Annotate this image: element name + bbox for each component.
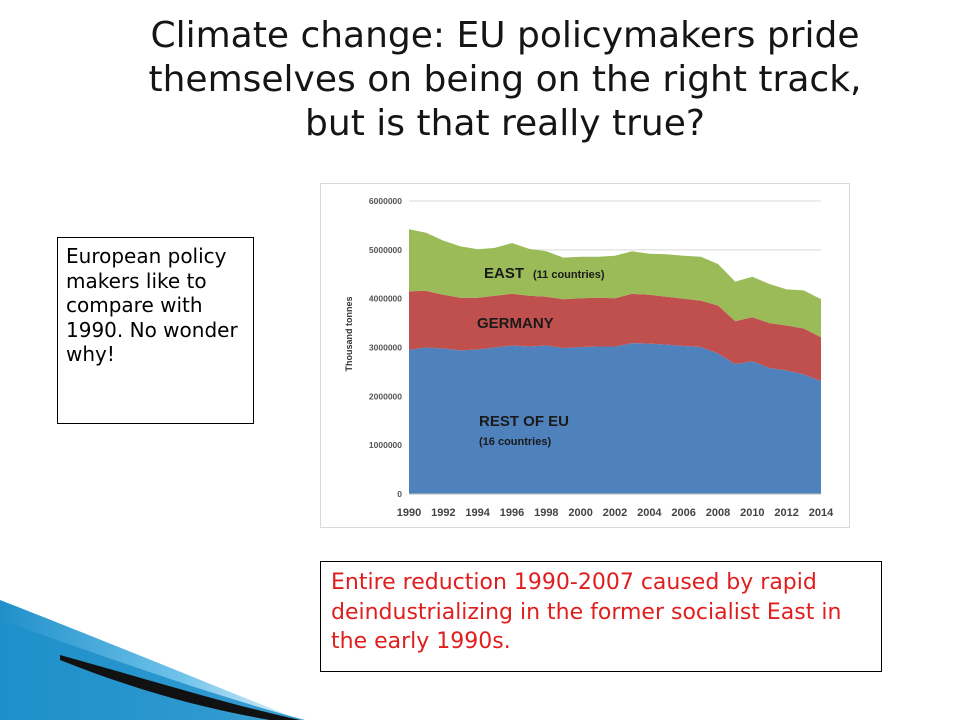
x-tick-label: 2008 [706, 507, 730, 519]
x-tick-label: 2012 [774, 507, 798, 519]
axes: 0 1000000 2000000 3000000 4000000 5000000 6000… [369, 196, 834, 519]
bottom-note-text: Entire reduction 1990-2007 caused by rap… [331, 570, 842, 654]
x-tick-label: 2014 [809, 507, 834, 519]
x-tick-label: 2000 [568, 507, 592, 519]
x-tick-label: 2010 [740, 507, 764, 519]
title-line: but is that really true? [305, 103, 705, 144]
y-axis-label: Thousand tonnes [344, 297, 354, 372]
bottom-note-box: Entire reduction 1990-2007 caused by rap… [320, 561, 882, 672]
area-germany [409, 290, 821, 382]
area-rest-of-eu [409, 343, 821, 494]
y-tick-label: 4000000 [369, 294, 402, 304]
annotation-germany: GERMANY [477, 315, 554, 332]
area-east [409, 229, 821, 338]
x-tick-label: 1998 [534, 507, 558, 519]
y-tick-label: 3000000 [369, 343, 402, 353]
x-tick-label: 1990 [397, 507, 421, 519]
annotation-rest-of-eu: REST OF EU [479, 413, 569, 430]
x-tick-label: 2004 [637, 507, 662, 519]
y-tick-label: 6000000 [369, 196, 402, 206]
annotation-rest-of-eu-count: (16 countries) [479, 436, 551, 448]
area-series-group [409, 229, 821, 494]
y-tick-label: 5000000 [369, 245, 402, 255]
left-note-box: European policy makers like to compare w… [57, 237, 254, 424]
y-tick-label: 1000000 [369, 440, 402, 450]
y-tick-label: 2000000 [369, 391, 402, 401]
corner-swoosh-decoration [0, 600, 305, 720]
emissions-chart: 0 1000000 2000000 3000000 4000000 5000000 6000… [320, 183, 850, 528]
left-note-text: European policy makers like to compare w… [66, 244, 238, 366]
annotation-east-count: (11 countries) [533, 269, 605, 281]
x-tick-label: 1992 [431, 507, 455, 519]
title-line: themselves on being on the right track, [148, 59, 862, 100]
x-tick-label: 2002 [603, 507, 627, 519]
x-tick-label: 1996 [500, 507, 524, 519]
chart-canvas: 0 1000000 2000000 3000000 4000000 5000000 6000… [344, 196, 834, 519]
x-tick-label: 2006 [671, 507, 695, 519]
title-line: Climate change: EU policymakers pride [150, 15, 860, 56]
x-tick-label: 1994 [465, 507, 490, 519]
blue-swoosh-inner [0, 620, 305, 720]
annotation-east: EAST [484, 265, 524, 282]
y-tick-label: 0 [397, 489, 402, 499]
slide-title: Climate change: EU policymakers pride th… [60, 14, 950, 146]
